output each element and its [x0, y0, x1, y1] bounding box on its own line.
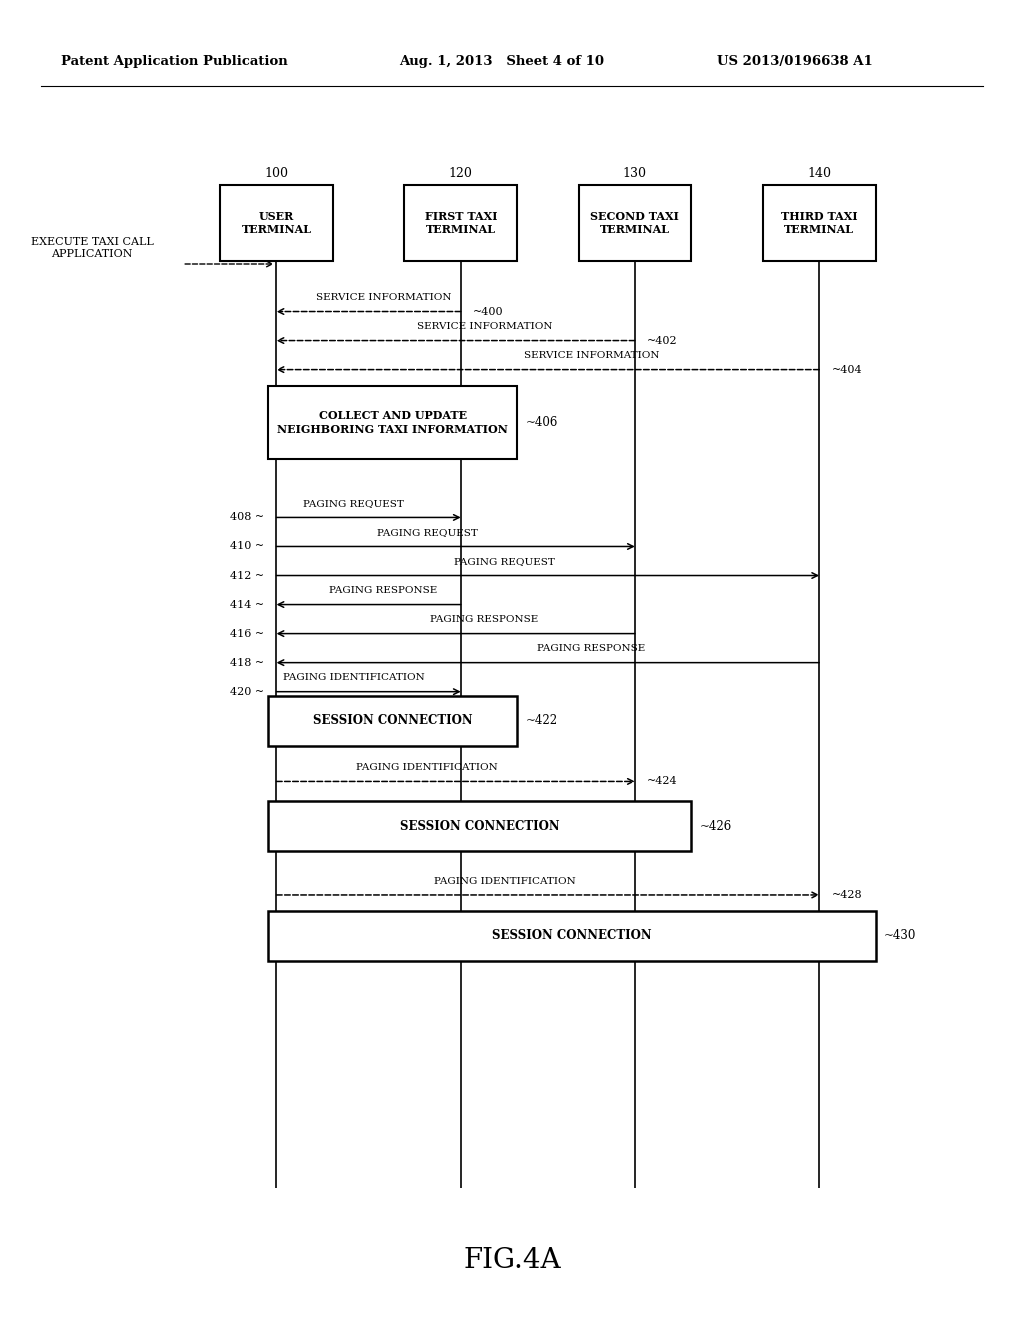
Text: PAGING RESPONSE: PAGING RESPONSE — [430, 615, 539, 624]
Text: PAGING IDENTIFICATION: PAGING IDENTIFICATION — [433, 876, 575, 886]
Text: THIRD TAXI
TERMINAL: THIRD TAXI TERMINAL — [781, 211, 857, 235]
Text: PAGING IDENTIFICATION: PAGING IDENTIFICATION — [356, 763, 498, 772]
Text: 412 ~: 412 ~ — [230, 570, 264, 581]
FancyBboxPatch shape — [220, 185, 333, 261]
Text: ~400: ~400 — [473, 306, 504, 317]
Text: SERVICE INFORMATION: SERVICE INFORMATION — [523, 351, 659, 360]
Text: ~422: ~422 — [525, 714, 557, 727]
Text: PAGING REQUEST: PAGING REQUEST — [303, 499, 404, 508]
Text: PAGING RESPONSE: PAGING RESPONSE — [538, 644, 645, 653]
Text: 120: 120 — [449, 166, 473, 180]
Text: PAGING REQUEST: PAGING REQUEST — [454, 557, 555, 566]
Text: 416 ~: 416 ~ — [230, 628, 264, 639]
FancyBboxPatch shape — [268, 911, 876, 961]
Text: 410 ~: 410 ~ — [230, 541, 264, 552]
FancyBboxPatch shape — [579, 185, 691, 261]
Text: ~406: ~406 — [525, 416, 558, 429]
Text: Patent Application Publication: Patent Application Publication — [61, 55, 288, 69]
Text: 140: 140 — [807, 166, 831, 180]
Text: ~428: ~428 — [831, 890, 862, 900]
Text: ~404: ~404 — [831, 364, 862, 375]
Text: PAGING REQUEST: PAGING REQUEST — [377, 528, 477, 537]
Text: USER
TERMINAL: USER TERMINAL — [242, 211, 311, 235]
Text: 420 ~: 420 ~ — [230, 686, 264, 697]
Text: SESSION CONNECTION: SESSION CONNECTION — [493, 929, 651, 942]
Text: 130: 130 — [623, 166, 647, 180]
FancyBboxPatch shape — [268, 801, 691, 851]
Text: SECOND TAXI
TERMINAL: SECOND TAXI TERMINAL — [591, 211, 679, 235]
Text: FIG.4A: FIG.4A — [463, 1247, 561, 1274]
Text: SESSION CONNECTION: SESSION CONNECTION — [400, 820, 559, 833]
Text: PAGING RESPONSE: PAGING RESPONSE — [330, 586, 437, 595]
Text: ~402: ~402 — [647, 335, 678, 346]
Text: COLLECT AND UPDATE
NEIGHBORING TAXI INFORMATION: COLLECT AND UPDATE NEIGHBORING TAXI INFO… — [278, 411, 508, 434]
FancyBboxPatch shape — [268, 696, 517, 746]
Text: 100: 100 — [264, 166, 289, 180]
Text: US 2013/0196638 A1: US 2013/0196638 A1 — [717, 55, 872, 69]
FancyBboxPatch shape — [404, 185, 517, 261]
Text: ~424: ~424 — [647, 776, 678, 787]
Text: SERVICE INFORMATION: SERVICE INFORMATION — [417, 322, 552, 331]
Text: Aug. 1, 2013   Sheet 4 of 10: Aug. 1, 2013 Sheet 4 of 10 — [399, 55, 604, 69]
Text: SERVICE INFORMATION: SERVICE INFORMATION — [315, 293, 452, 302]
FancyBboxPatch shape — [763, 185, 876, 261]
Text: ~426: ~426 — [699, 820, 731, 833]
FancyBboxPatch shape — [268, 385, 517, 458]
Text: FIRST TAXI
TERMINAL: FIRST TAXI TERMINAL — [425, 211, 497, 235]
Text: 408 ~: 408 ~ — [230, 512, 264, 523]
Text: 414 ~: 414 ~ — [230, 599, 264, 610]
Text: 418 ~: 418 ~ — [230, 657, 264, 668]
Text: PAGING IDENTIFICATION: PAGING IDENTIFICATION — [283, 673, 425, 682]
Text: SESSION CONNECTION: SESSION CONNECTION — [313, 714, 472, 727]
Text: ~430: ~430 — [884, 929, 916, 942]
Text: EXECUTE TAXI CALL
APPLICATION: EXECUTE TAXI CALL APPLICATION — [31, 238, 154, 259]
